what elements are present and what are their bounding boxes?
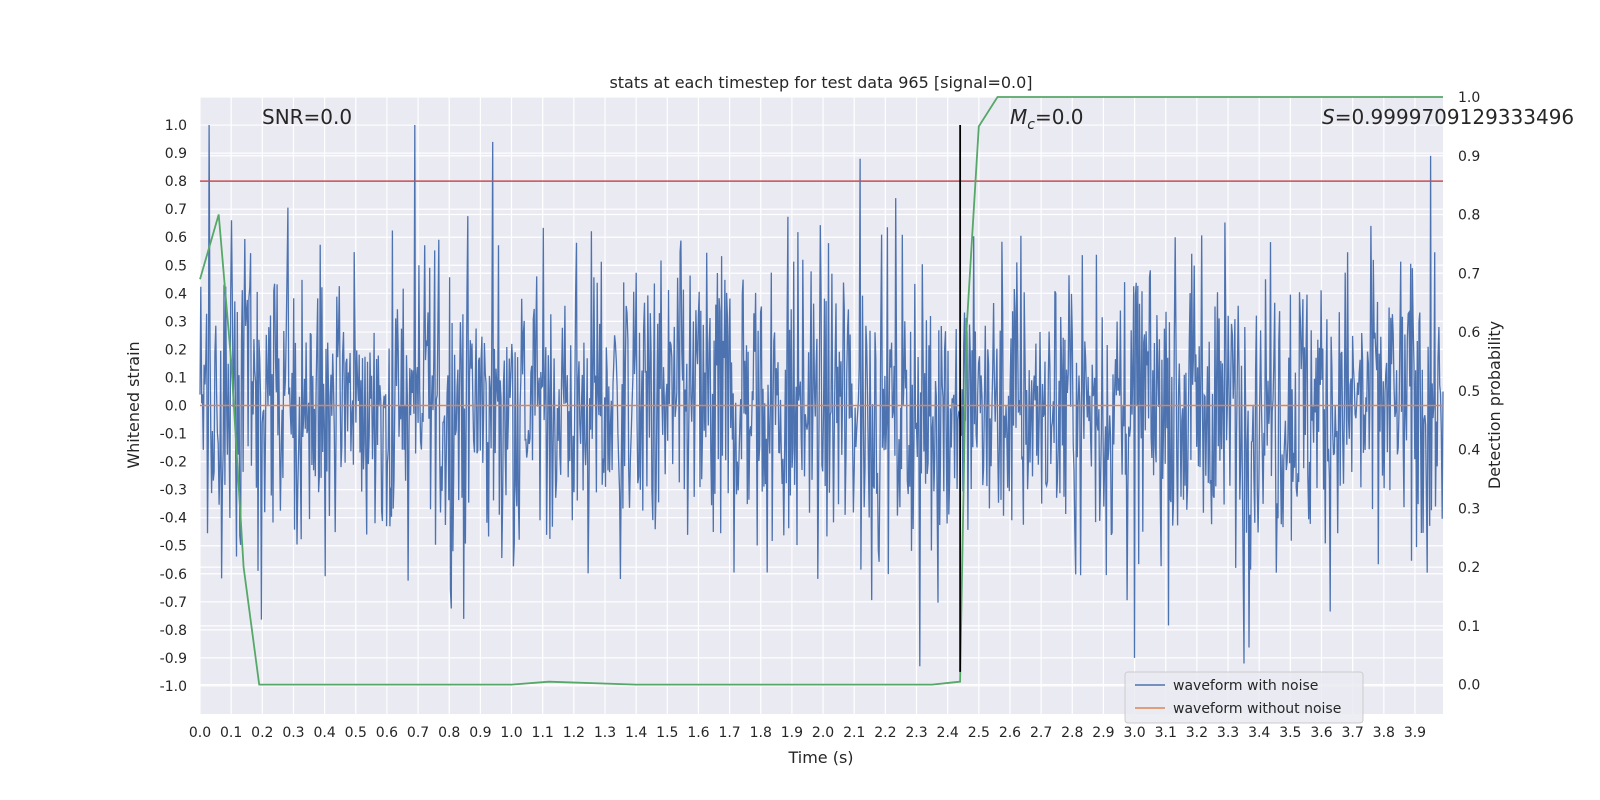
y2-tick-label: 0.6: [1458, 325, 1480, 341]
y-tick-label: 1.0: [165, 118, 187, 134]
x-tick-label: 1.5: [656, 725, 678, 741]
y2-tick-label: 0.2: [1458, 560, 1480, 576]
x-tick-label: 1.4: [625, 725, 647, 741]
x-tick-label: 0.3: [282, 725, 304, 741]
x-tick-label: 3.7: [1342, 725, 1364, 741]
x-tick-label: 0.9: [469, 725, 491, 741]
y-tick-label: -1.0: [160, 679, 187, 695]
y-tick-label: 0.9: [165, 146, 187, 162]
y-tick-label: -0.1: [160, 427, 187, 443]
x-tick-label: 3.1: [1155, 725, 1177, 741]
x-tick-label: 1.0: [500, 725, 522, 741]
series-waveform-with-noise: [199, 124, 1444, 667]
x-tick-label: 0.7: [407, 725, 429, 741]
y-axis-ticks: 1.0 0.9 0.8 0.7 0.6 0.5 0.4 0.3 0.2 0.1 0.0 -0.1 -0.…: [160, 118, 187, 695]
x-tick-label: 3.3: [1217, 725, 1239, 741]
y2-axis-label: Detection probability: [1485, 321, 1504, 489]
mc-subscript: c: [1027, 117, 1035, 133]
x-tick-label: 2.8: [1061, 725, 1083, 741]
x-tick-label: 1.2: [563, 725, 585, 741]
s-value: =0.9999709129333496: [1335, 105, 1574, 129]
x-axis-label: Time (s): [787, 748, 853, 767]
x-axis-ticks: 0.0 0.1 0.2 0.3 0.4 0.5 0.6 0.7 0.8 0.9 1.0 1.1 1.2 1…: [189, 725, 1426, 741]
y2-tick-label: 1.0: [1458, 90, 1480, 106]
y2-tick-label: 0.9: [1458, 149, 1480, 165]
y-tick-label: 0.1: [165, 370, 187, 386]
x-tick-label: 2.1: [843, 725, 865, 741]
x-tick-label: 1.6: [687, 725, 709, 741]
x-tick-label: 2.7: [1030, 725, 1052, 741]
x-tick-label: 2.0: [812, 725, 834, 741]
legend-label-noise: waveform with noise: [1173, 678, 1318, 694]
x-tick-label: 3.9: [1404, 725, 1426, 741]
x-tick-label: 0.4: [313, 725, 335, 741]
y-tick-label: -0.9: [160, 651, 187, 667]
x-tick-label: 0.0: [189, 725, 211, 741]
y-tick-label: 0.5: [165, 258, 187, 274]
x-tick-label: 3.2: [1186, 725, 1208, 741]
y-axis-label: Whitened strain: [124, 341, 143, 468]
x-tick-label: 1.8: [750, 725, 772, 741]
y-tick-label: -0.4: [160, 511, 187, 527]
x-tick-label: 0.8: [438, 725, 460, 741]
x-tick-label: 2.5: [968, 725, 990, 741]
x-tick-label: 3.6: [1310, 725, 1332, 741]
y-tick-label: -0.8: [160, 623, 187, 639]
y-tick-label: -0.5: [160, 539, 187, 555]
series-detection-probability: [199, 96, 1443, 686]
y2-axis-ticks: 1.0 0.9 0.8 0.7 0.6 0.5 0.4 0.3 0.2 0.1 0.0: [1458, 90, 1480, 694]
s-symbol: S: [1322, 105, 1335, 129]
x-tick-label: 0.6: [376, 725, 398, 741]
y-tick-label: -0.3: [160, 483, 187, 499]
legend-box: [1124, 671, 1364, 724]
y-tick-label: 0.8: [165, 174, 187, 190]
y-tick-label: 0.7: [165, 202, 187, 218]
legend-label-clean: waveform without noise: [1173, 701, 1341, 717]
s-annotation: S=0.9999709129333496: [1322, 105, 1574, 129]
x-tick-label: 1.3: [594, 725, 616, 741]
y-tick-label: -0.7: [160, 595, 187, 611]
x-tick-label: 0.1: [220, 725, 242, 741]
x-tick-label: 2.3: [905, 725, 927, 741]
y2-tick-label: 0.8: [1458, 208, 1480, 224]
x-tick-label: 3.4: [1248, 725, 1270, 741]
mc-annotation: Mc=0.0: [1010, 105, 1084, 133]
y-tick-label: 0.4: [165, 286, 187, 302]
snr-annotation: SNR=0.0: [262, 105, 352, 129]
x-tick-label: 3.0: [1123, 725, 1145, 741]
y-tick-label: 0.0: [165, 399, 187, 415]
mc-value: =0.0: [1035, 105, 1084, 129]
y-tick-label: -0.6: [160, 567, 187, 583]
y2-tick-label: 0.3: [1458, 501, 1480, 517]
y-tick-label: -0.2: [160, 455, 187, 471]
x-tick-label: 3.8: [1373, 725, 1395, 741]
x-tick-label: 2.4: [937, 725, 959, 741]
y2-tick-label: 0.1: [1458, 619, 1480, 635]
y-tick-label: 0.6: [165, 230, 187, 246]
x-tick-label: 2.6: [999, 725, 1021, 741]
y2-tick-label: 0.7: [1458, 266, 1480, 282]
y2-tick-label: 0.5: [1458, 384, 1480, 400]
x-tick-label: 0.2: [251, 725, 273, 741]
x-tick-label: 3.5: [1279, 725, 1301, 741]
x-tick-label: 2.2: [874, 725, 896, 741]
x-tick-label: 1.7: [718, 725, 740, 741]
x-tick-label: 2.9: [1092, 725, 1114, 741]
y-tick-label: 0.2: [165, 342, 187, 358]
x-tick-label: 1.1: [532, 725, 554, 741]
x-tick-label: 1.9: [781, 725, 803, 741]
y-tick-label: 0.3: [165, 314, 187, 330]
mc-symbol: M: [1010, 105, 1027, 129]
y2-tick-label: 0.0: [1458, 678, 1480, 694]
chart-title: stats at each timestep for test data 965…: [609, 73, 1032, 92]
series-layer: [199, 96, 1444, 686]
y2-tick-label: 0.4: [1458, 443, 1480, 459]
x-tick-label: 0.5: [345, 725, 367, 741]
legend: waveform with noise waveform without noi…: [1124, 671, 1364, 724]
